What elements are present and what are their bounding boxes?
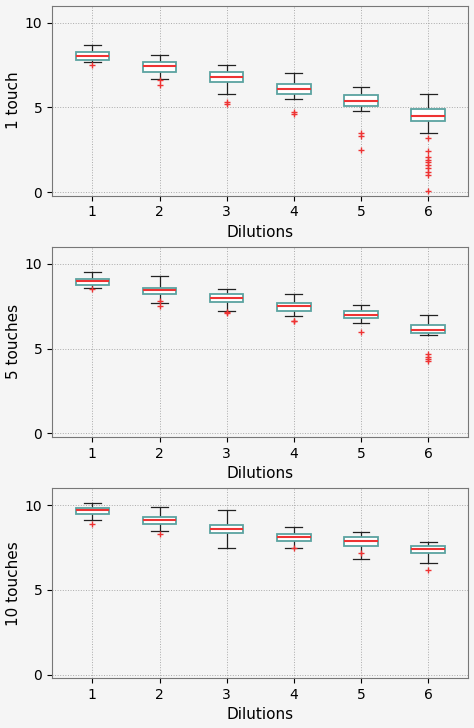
Bar: [277, 303, 310, 312]
Bar: [75, 507, 109, 513]
Y-axis label: 1 touch: 1 touch: [6, 72, 20, 130]
Bar: [411, 109, 445, 121]
Bar: [344, 312, 378, 318]
X-axis label: Dilutions: Dilutions: [227, 225, 294, 240]
Y-axis label: 5 touches: 5 touches: [6, 304, 20, 379]
Bar: [210, 294, 244, 302]
Bar: [277, 84, 310, 94]
X-axis label: Dilutions: Dilutions: [227, 708, 294, 722]
Bar: [75, 52, 109, 60]
Bar: [277, 534, 310, 541]
Bar: [344, 537, 378, 546]
Bar: [210, 72, 244, 82]
Bar: [75, 279, 109, 285]
Bar: [143, 288, 176, 294]
Bar: [411, 325, 445, 333]
Bar: [344, 95, 378, 106]
Bar: [143, 62, 176, 72]
Bar: [210, 526, 244, 533]
X-axis label: Dilutions: Dilutions: [227, 466, 294, 481]
Y-axis label: 10 touches: 10 touches: [6, 541, 20, 625]
Bar: [143, 517, 176, 523]
Bar: [411, 546, 445, 553]
